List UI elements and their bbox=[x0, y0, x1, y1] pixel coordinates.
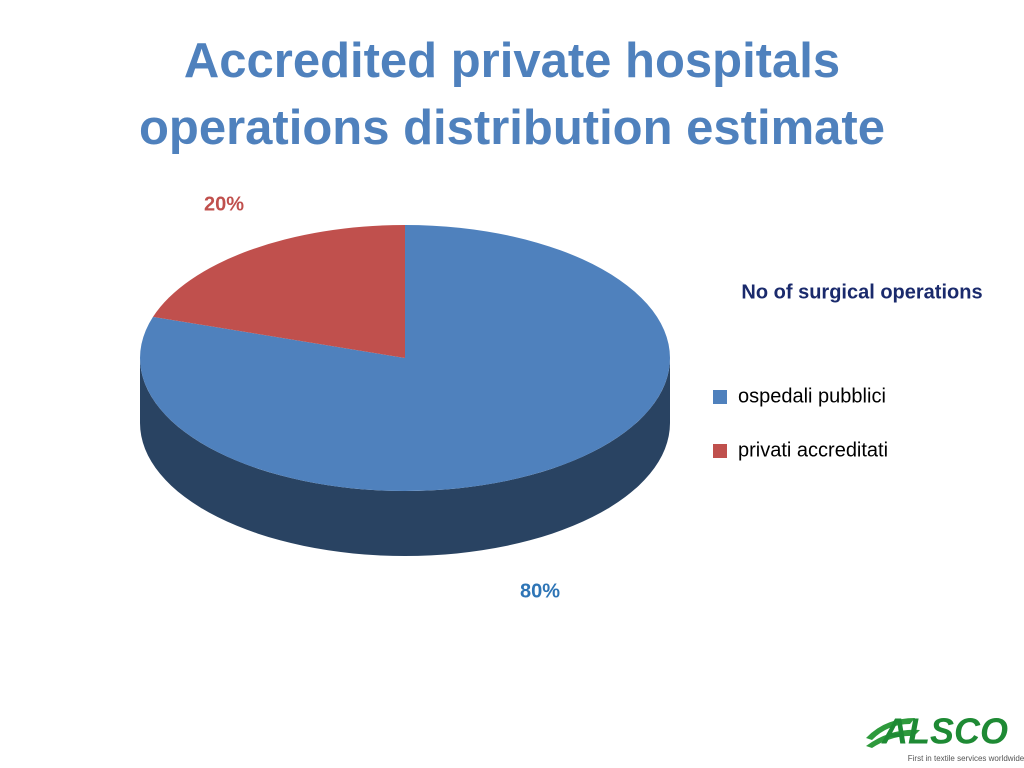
legend-swatch bbox=[713, 390, 727, 404]
logo-swoosh bbox=[866, 729, 920, 748]
data-label: 20% bbox=[204, 193, 244, 215]
legend-title: No of surgical operations bbox=[741, 281, 982, 303]
logo-swoosh bbox=[866, 718, 915, 740]
pie-slice bbox=[152, 225, 405, 358]
logo-tagline: First in textile services worldwide bbox=[908, 754, 1024, 763]
legend-label: ospedali pubblici bbox=[738, 385, 886, 407]
logo-name: ALSCO bbox=[881, 711, 1008, 752]
pie-side bbox=[140, 358, 670, 556]
data-label: 80% bbox=[520, 580, 560, 602]
chart-title: Accredited private hospitals operations … bbox=[139, 34, 885, 155]
legend-swatch bbox=[713, 444, 727, 458]
legend-label: privati accreditati bbox=[738, 439, 888, 461]
logo: ALSCO First in textile services worldwid… bbox=[866, 711, 1024, 763]
